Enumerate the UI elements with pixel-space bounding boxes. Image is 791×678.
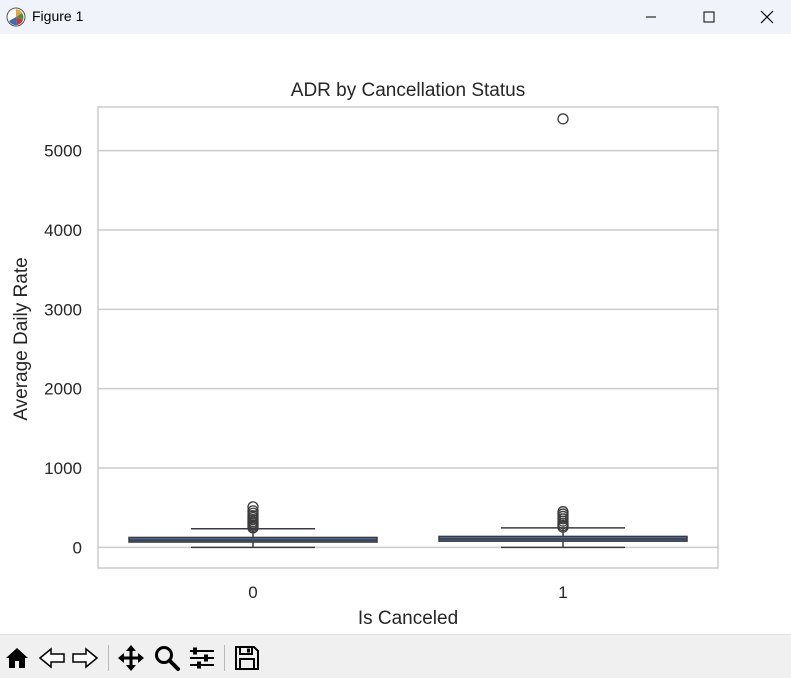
y-axis-label: Average Daily Rate <box>11 257 32 420</box>
maximize-icon <box>703 11 715 23</box>
outlier-point <box>557 113 569 125</box>
box-1 <box>438 113 688 549</box>
home-button[interactable] <box>2 643 32 673</box>
x-tick-label: 1 <box>558 583 567 602</box>
window-title: Figure 1 <box>32 8 84 24</box>
outlier-point <box>247 505 259 517</box>
figure-canvas[interactable]: ADR by Cancellation Status Is Canceled A… <box>0 34 791 634</box>
navigation-toolbar <box>0 634 791 678</box>
save-button[interactable] <box>232 643 262 673</box>
y-tick-label: 3000 <box>44 300 82 319</box>
maximize-button[interactable] <box>680 0 738 34</box>
x-tick-label: 0 <box>248 583 257 602</box>
box-plot-chart: ADR by Cancellation Status Is Canceled A… <box>11 80 719 629</box>
minimize-icon <box>646 16 656 18</box>
configure-subplots-button[interactable] <box>187 643 217 673</box>
tick-layer: 0 1000 2000 3000 4000 5000 0 1 <box>44 142 568 602</box>
x-axis-label: Is Canceled <box>358 608 458 629</box>
back-button[interactable] <box>37 643 67 673</box>
close-icon <box>760 10 774 24</box>
plot-frame <box>97 106 719 569</box>
minimize-button[interactable] <box>622 0 680 34</box>
y-tick-label: 0 <box>73 538 82 557</box>
y-tick-label: 1000 <box>44 459 82 478</box>
toolbar-separator <box>108 645 109 671</box>
pan-icon <box>118 645 144 671</box>
chart-title: ADR by Cancellation Status <box>291 80 525 101</box>
zoom-button[interactable] <box>152 643 182 673</box>
forward-button[interactable] <box>70 643 100 673</box>
home-icon <box>6 648 28 668</box>
forward-arrow-icon <box>72 647 99 669</box>
pan-button[interactable] <box>116 643 146 673</box>
box-layer <box>128 113 688 549</box>
grid-layer <box>98 149 718 549</box>
outlier-point <box>557 506 569 518</box>
close-button[interactable] <box>738 0 791 34</box>
y-tick-label: 2000 <box>44 380 82 399</box>
back-arrow-icon <box>38 647 65 669</box>
title-bar: Figure 1 <box>0 0 791 34</box>
zoom-icon <box>155 646 180 671</box>
matplotlib-logo-icon <box>6 7 26 27</box>
y-tick-label: 4000 <box>44 221 82 240</box>
y-tick-label: 5000 <box>44 142 82 161</box>
save-icon <box>235 646 259 670</box>
box-0 <box>128 501 378 549</box>
configure-subplots-icon <box>190 647 214 669</box>
toolbar-separator <box>224 645 225 671</box>
outlier-point <box>247 501 259 513</box>
